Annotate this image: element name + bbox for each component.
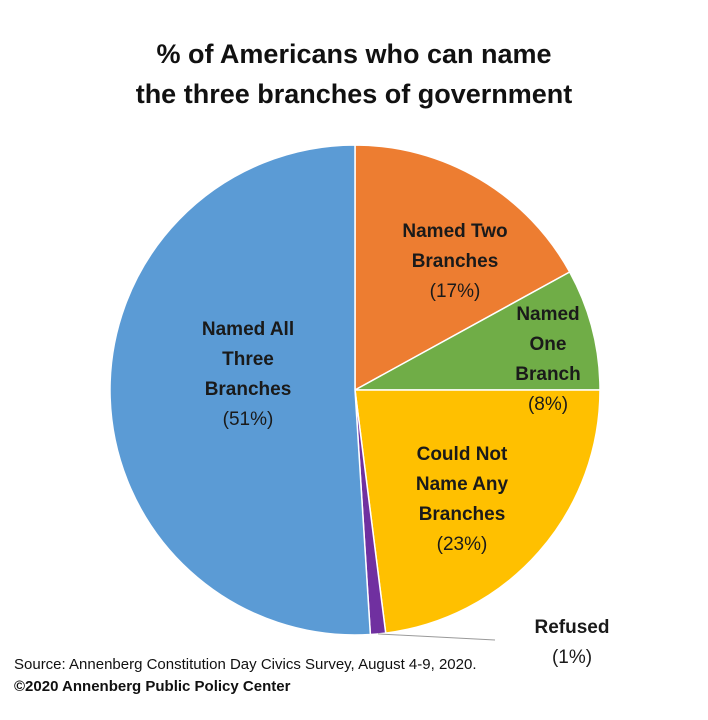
pie-slice [354,144,571,392]
pie-slice [354,389,601,634]
slice-label: Refused (1%) [522,613,622,673]
value-label: (17%) [429,281,481,302]
value-label: (8%) [527,394,569,415]
category-name: Named Two Branches [402,221,508,272]
pie-slice [354,270,601,391]
category-name: Named One Branch [515,304,581,385]
chart-title: % of Americans who can name the three br… [135,39,573,109]
slice-label: Named One Branch (8%) [501,300,596,420]
category-name: Refused [534,617,610,638]
category-name: Could Not Name Any Branches [415,444,509,525]
slice-label: Named All Three Branches (51%) [188,315,308,435]
pie-slice [109,144,372,636]
category-name: Named All Three Branches [201,319,295,400]
copyright: ©2020 Annenberg Public Policy Center [14,678,291,695]
value-label: (23%) [436,534,488,555]
leader-line [378,633,496,641]
slice-label: Could Not Name Any Branches (23%) [397,440,527,560]
value-label: (51%) [222,409,274,430]
value-label: (1%) [551,647,593,668]
source-note: Source: Annenberg Constitution Day Civic… [14,656,477,673]
slice-label: Named Two Branches (17%) [390,217,520,307]
